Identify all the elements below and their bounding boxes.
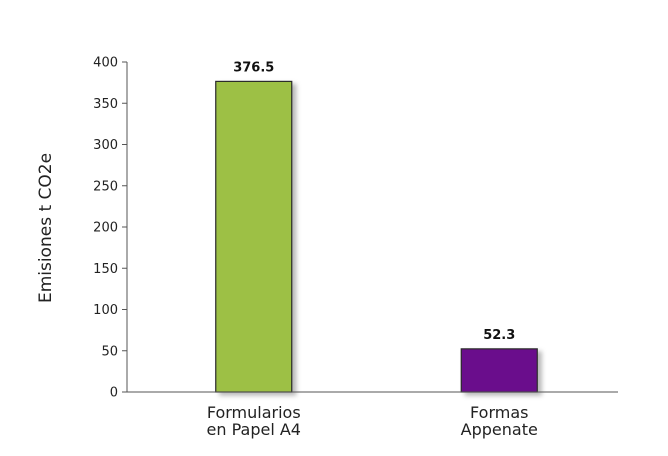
value-labels: 376.5 52.3 [233,60,515,342]
value-label: 376.5 [233,60,274,75]
y-tick-label: 300 [93,138,118,153]
value-label: 52.3 [483,328,515,343]
y-axis-title: Emisiones t CO2e [36,153,56,303]
y-tick-label: 0 [110,386,118,401]
y-axis: 0 50 100 150 200 250 300 350 400 [93,56,128,401]
x-tick-label: Appenate [461,420,538,439]
bars [215,80,538,393]
bar [460,348,538,393]
x-tick-label: Formas [470,403,528,422]
y-tick-label: 350 [93,97,118,112]
x-tick-label: Formularios [207,403,301,422]
y-tick-label: 400 [93,56,118,71]
y-tick-label: 150 [93,262,118,277]
y-tick-label: 100 [93,303,118,318]
x-tick-label: en Papel A4 [207,420,301,439]
bar [215,80,293,393]
y-tick-label: 250 [93,179,118,194]
y-tick-label: 50 [101,344,118,359]
y-tick-label: 200 [93,221,118,236]
